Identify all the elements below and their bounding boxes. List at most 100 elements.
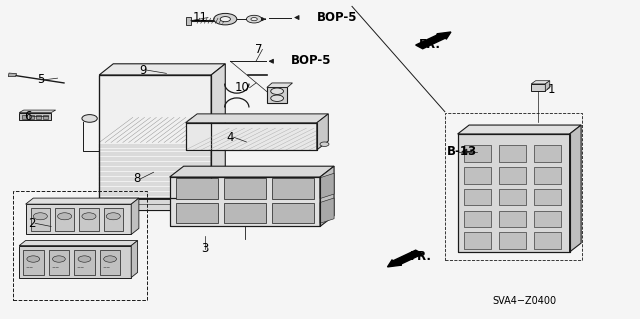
Polygon shape	[267, 83, 292, 87]
Polygon shape	[570, 125, 581, 252]
Polygon shape	[320, 173, 334, 198]
Circle shape	[27, 256, 40, 262]
Text: ~~: ~~	[26, 265, 34, 271]
Polygon shape	[8, 73, 17, 77]
Text: ~~: ~~	[77, 265, 85, 271]
Bar	[534, 232, 561, 249]
Polygon shape	[170, 166, 334, 177]
Text: 11: 11	[193, 11, 208, 24]
Bar	[176, 178, 218, 198]
Polygon shape	[320, 198, 334, 223]
Circle shape	[58, 213, 72, 220]
FancyArrow shape	[387, 250, 422, 267]
Bar	[272, 203, 314, 223]
Bar	[170, 177, 320, 226]
Bar	[499, 145, 526, 162]
Text: FR.: FR.	[419, 38, 441, 51]
Text: 4: 4	[226, 131, 234, 144]
Bar	[531, 84, 545, 91]
Text: ~~: ~~	[102, 265, 111, 271]
Text: B-13: B-13	[447, 145, 477, 158]
Polygon shape	[189, 196, 206, 211]
Circle shape	[271, 88, 284, 94]
Text: 5: 5	[37, 73, 45, 86]
Bar	[19, 113, 51, 120]
Bar	[499, 189, 526, 205]
Bar	[464, 145, 491, 162]
Bar	[464, 232, 491, 249]
Bar	[186, 123, 317, 150]
Bar	[43, 115, 48, 119]
Text: SVA4−Z0400: SVA4−Z0400	[493, 296, 557, 307]
Text: 7: 7	[255, 43, 262, 56]
Bar	[55, 208, 74, 231]
Bar	[464, 211, 491, 227]
Polygon shape	[19, 110, 56, 113]
Bar	[534, 167, 561, 184]
Bar	[176, 203, 218, 223]
Text: BOP-5: BOP-5	[317, 11, 357, 24]
Polygon shape	[545, 81, 550, 91]
Bar	[170, 177, 320, 226]
Bar	[36, 115, 41, 119]
Bar	[464, 189, 491, 205]
Circle shape	[320, 142, 329, 146]
Polygon shape	[531, 81, 550, 84]
Circle shape	[271, 95, 284, 101]
Polygon shape	[19, 241, 138, 246]
Polygon shape	[317, 114, 328, 150]
Text: FR.: FR.	[410, 250, 431, 263]
Bar	[49, 250, 69, 275]
Text: ~~: ~~	[51, 265, 60, 271]
Bar	[534, 211, 561, 227]
Bar	[22, 115, 27, 119]
Polygon shape	[211, 64, 225, 198]
Text: BOP-5: BOP-5	[291, 54, 332, 67]
Polygon shape	[186, 17, 191, 25]
Bar	[534, 189, 561, 205]
Polygon shape	[131, 241, 138, 278]
Circle shape	[246, 15, 262, 23]
Bar	[100, 250, 120, 275]
Bar	[23, 250, 44, 275]
Bar	[186, 123, 317, 150]
Bar	[458, 134, 570, 252]
Text: 1: 1	[547, 83, 555, 96]
Bar	[13, 191, 147, 300]
Polygon shape	[131, 198, 139, 234]
Circle shape	[214, 13, 237, 25]
Bar	[458, 134, 570, 252]
Circle shape	[33, 213, 47, 220]
Polygon shape	[99, 64, 225, 75]
Polygon shape	[320, 166, 334, 226]
Bar	[272, 178, 314, 198]
Circle shape	[52, 256, 65, 262]
Circle shape	[104, 256, 116, 262]
Bar	[499, 167, 526, 184]
Bar	[445, 113, 582, 260]
Circle shape	[251, 18, 257, 21]
Polygon shape	[186, 114, 328, 123]
Bar	[26, 204, 131, 234]
Bar	[31, 208, 50, 231]
Bar	[224, 178, 266, 198]
Circle shape	[220, 17, 230, 22]
Bar	[79, 208, 99, 231]
Text: 2: 2	[28, 217, 35, 230]
Bar	[99, 75, 211, 198]
Bar	[74, 250, 95, 275]
Circle shape	[82, 115, 97, 122]
Bar	[104, 208, 123, 231]
Bar	[499, 232, 526, 249]
Bar	[224, 203, 266, 223]
Bar	[29, 115, 34, 119]
Text: 6: 6	[24, 110, 32, 123]
Bar	[534, 145, 561, 162]
Polygon shape	[26, 198, 139, 204]
Bar	[19, 246, 131, 278]
Bar	[267, 87, 287, 103]
Text: 8: 8	[133, 172, 141, 185]
Circle shape	[106, 213, 120, 220]
Polygon shape	[458, 125, 581, 134]
Circle shape	[82, 213, 96, 220]
